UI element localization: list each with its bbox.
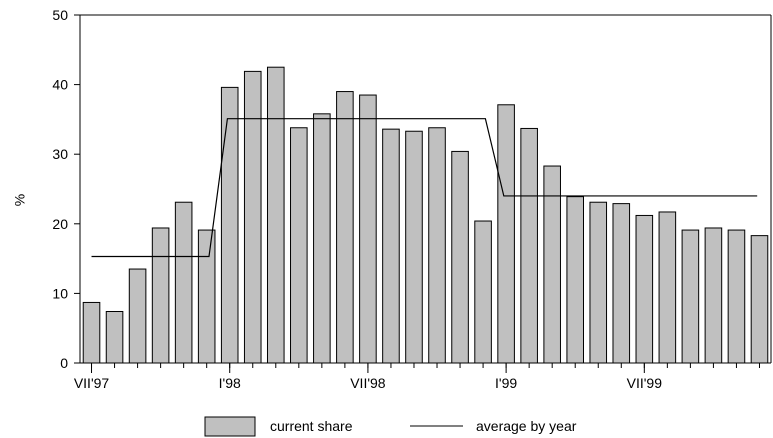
bar (612, 203, 631, 364)
y-tick-label: 10 (52, 285, 68, 301)
bar (727, 229, 746, 364)
y-tick-label: 20 (52, 216, 68, 232)
x-tick-label: VII'97 (74, 375, 110, 391)
bar (497, 104, 515, 364)
y-axis: 0 10 20 30 40 50 (52, 7, 80, 371)
bar (566, 196, 584, 364)
legend-bar-label: current share (270, 418, 353, 434)
y-tick-label: 50 (52, 7, 68, 23)
bar (520, 127, 538, 364)
bar (750, 235, 769, 364)
bar (589, 201, 608, 364)
y-tick-label: 0 (60, 355, 68, 371)
bar (151, 227, 170, 364)
bars-group (82, 66, 769, 364)
x-tick-label: VII'98 (350, 375, 386, 391)
bar (474, 220, 492, 364)
x-axis: VII'97 I'98 VII'98 I'99 VII'99 (74, 363, 760, 391)
bar (313, 113, 331, 364)
average-line-group (91, 118, 758, 258)
bar (105, 311, 124, 364)
y-tick-label: 30 (52, 146, 68, 162)
bar (681, 229, 700, 364)
bar (266, 66, 285, 364)
legend-bar-swatch (204, 416, 256, 437)
plot-frame (79, 14, 772, 364)
bar (359, 94, 377, 364)
bar (197, 229, 216, 364)
bar (658, 211, 677, 364)
bar (82, 301, 101, 364)
bar (382, 128, 400, 364)
bar (243, 70, 262, 364)
x-tick-label: I'98 (219, 375, 241, 391)
legend: current share average by year (204, 416, 577, 437)
bar (405, 130, 423, 364)
y-axis-title: % (12, 194, 28, 206)
bar (428, 127, 446, 364)
bar (290, 127, 308, 364)
bar (451, 150, 469, 364)
bar (174, 201, 193, 364)
bar (128, 268, 147, 364)
average-by-year-line (91, 118, 758, 258)
x-tick-label: VII'99 (627, 375, 663, 391)
bar (704, 227, 723, 364)
y-tick-label: 40 (52, 77, 68, 93)
bar (220, 86, 239, 364)
legend-line-label: average by year (476, 418, 577, 434)
x-tick-label: I'99 (495, 375, 517, 391)
bar (635, 214, 654, 364)
bar (336, 91, 354, 364)
